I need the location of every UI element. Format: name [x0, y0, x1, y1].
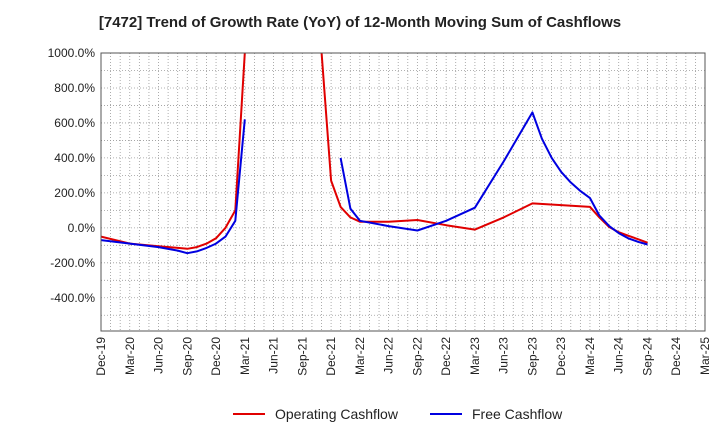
legend-label: Operating Cashflow [275, 406, 399, 422]
x-tick-label: Dec-21 [324, 337, 338, 376]
y-tick-label: -400.0% [50, 291, 95, 305]
series-line-operating-cashflow [101, 53, 648, 250]
x-tick-label: Sep-22 [410, 337, 424, 376]
series-line-free-cashflow [101, 111, 648, 255]
legend-label: Free Cashflow [472, 406, 563, 422]
x-tick-label: Dec-23 [554, 337, 568, 376]
y-axis-labels: 1000.0% 800.0% 600.0% 400.0% 200.0% 0.0% -200.… [48, 46, 96, 305]
plot-frame [100, 52, 706, 332]
x-tick-label: Jun-20 [152, 337, 166, 374]
x-tick-label: Sep-23 [525, 337, 539, 376]
y-tick-label: 400.0% [54, 151, 95, 165]
x-tick-label: Dec-22 [439, 337, 453, 376]
y-tick-label: 600.0% [54, 116, 95, 130]
x-tick-label: Mar-21 [238, 337, 252, 375]
x-tick-label: Jun-22 [382, 337, 396, 374]
y-tick-label: 200.0% [54, 186, 95, 200]
x-tick-label: Dec-19 [94, 337, 108, 376]
y-tick-label: 1000.0% [48, 46, 96, 60]
grid-layer [100, 52, 706, 331]
y-tick-label: 0.0% [68, 221, 96, 235]
x-tick-label: Sep-20 [180, 337, 194, 376]
x-tick-label: Sep-21 [295, 337, 309, 376]
x-axis-labels: Dec-19 Mar-20 Jun-20 Sep-20 Dec-20 Mar-21 Jun-… [94, 337, 712, 376]
legend: Operating Cashflow Free Cashflow [233, 406, 563, 422]
x-tick-label: Dec-20 [209, 337, 223, 376]
x-tick-label: Mar-23 [468, 337, 482, 375]
x-tick-label: Jun-23 [497, 337, 511, 374]
x-tick-label: Jun-24 [612, 337, 626, 374]
x-tick-label: Jun-21 [267, 337, 281, 374]
y-tick-label: -200.0% [50, 256, 95, 270]
series-layer [101, 53, 648, 255]
x-tick-label: Sep-24 [640, 337, 654, 376]
x-tick-label: Mar-24 [583, 337, 597, 375]
x-tick-label: Mar-22 [353, 337, 367, 375]
x-tick-label: Mar-25 [698, 337, 712, 375]
chart-title: [7472] Trend of Growth Rate (YoY) of 12-… [98, 14, 622, 31]
x-tick-label: Dec-24 [669, 337, 683, 376]
y-tick-label: 800.0% [54, 81, 95, 95]
x-tick-label: Mar-20 [123, 337, 137, 375]
